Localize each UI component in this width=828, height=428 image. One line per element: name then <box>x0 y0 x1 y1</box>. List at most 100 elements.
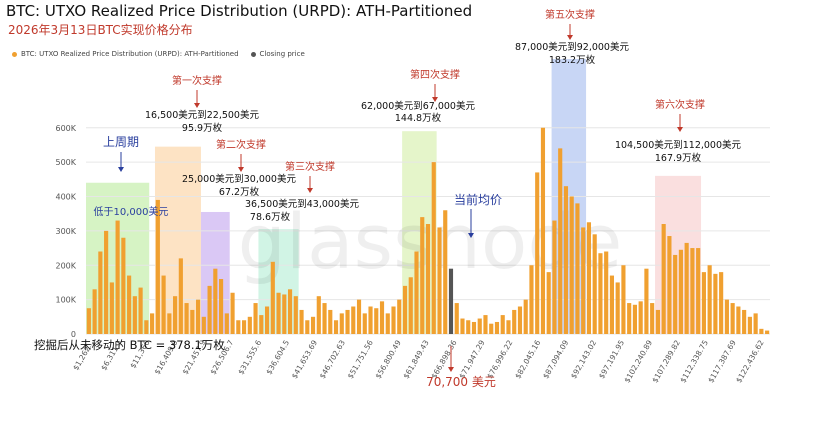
bar <box>121 237 126 334</box>
bar <box>592 234 597 334</box>
zone-2-arrow-head <box>238 167 244 172</box>
bar <box>500 315 505 334</box>
zone-6-title: 第六次支撑 <box>655 98 705 111</box>
x-tick-label: $87,094.09 <box>541 338 570 380</box>
bar <box>287 289 293 334</box>
bar <box>236 320 241 334</box>
bar <box>701 272 706 334</box>
zone-3-range: 36,500美元到43,000美元 <box>245 198 359 210</box>
bar <box>219 279 224 334</box>
zone-2-range: 25,000美元到30,000美元 <box>182 173 296 185</box>
current-avg-label: 当前均价 <box>454 192 502 207</box>
bar <box>529 265 534 334</box>
bar <box>270 261 275 334</box>
zone-5-range: 87,000美元到92,000美元 <box>515 41 629 53</box>
zone-4-amount: 144.8万枚 <box>395 112 442 124</box>
bar <box>581 227 586 334</box>
x-tick-label: $97,191.95 <box>597 338 626 380</box>
bar <box>264 306 270 334</box>
x-tick-label: $82,045.16 <box>513 338 542 380</box>
y-tick-label: 100K <box>55 296 76 305</box>
bar <box>558 148 563 334</box>
bar <box>173 296 178 334</box>
bar <box>241 320 247 334</box>
bar <box>362 313 367 334</box>
legend-closing-marker <box>250 51 256 57</box>
unmoved-btc-note: 挖掘后从未移动的 BTC = 378.1万枚 <box>34 338 225 352</box>
bar <box>724 299 729 334</box>
bar <box>759 328 764 334</box>
bar <box>696 248 701 334</box>
bar <box>747 316 752 334</box>
bar <box>604 251 609 334</box>
zone-4-arrow-head <box>432 97 438 102</box>
bar <box>437 227 442 334</box>
bar <box>753 313 758 334</box>
bar <box>127 275 132 334</box>
bar <box>351 306 356 334</box>
bar <box>517 306 523 334</box>
x-tick-label: $107,289.82 <box>650 338 682 384</box>
zone-1-arrow-head <box>194 103 200 108</box>
bar <box>230 292 235 334</box>
x-tick-label: $112,338.75 <box>678 338 710 384</box>
x-tick-label: $76,996.22 <box>485 338 514 380</box>
bar <box>494 321 500 334</box>
bar <box>483 315 488 334</box>
zone-5-amount: 183.2万枚 <box>549 54 596 66</box>
bar <box>742 309 747 334</box>
bar <box>374 308 379 334</box>
x-tick-label: $117,387.69 <box>706 338 738 384</box>
closing-price-bar <box>448 268 454 334</box>
bar <box>765 330 770 334</box>
x-tick-label: $31,555.6 <box>236 338 263 376</box>
zone-5-arrow-head <box>567 35 573 40</box>
y-tick-label: 400K <box>55 193 76 202</box>
x-tick-label: $61,849.43 <box>401 338 430 380</box>
legend-bar-marker <box>12 51 17 57</box>
bar <box>144 320 149 334</box>
bar <box>379 301 385 334</box>
bar <box>132 296 137 334</box>
bar <box>150 313 155 334</box>
bar <box>512 309 517 334</box>
bar <box>535 172 540 334</box>
x-tick-label: $92,143.02 <box>569 338 598 380</box>
bar <box>546 272 551 334</box>
bar <box>443 210 448 334</box>
bar <box>213 268 218 334</box>
bar <box>138 287 143 334</box>
bar <box>345 309 350 334</box>
bar <box>713 273 718 334</box>
zone-6-amount: 167.9万枚 <box>655 152 702 164</box>
zone-6-range: 104,500美元到112,000美元 <box>615 139 742 151</box>
y-tick-label: 200K <box>55 261 76 270</box>
bar <box>109 282 114 334</box>
bar <box>385 313 390 334</box>
bar <box>339 313 344 334</box>
x-tick-label: $66,898.36 <box>429 338 458 380</box>
bar <box>586 222 592 334</box>
bar <box>627 303 632 334</box>
bar <box>408 277 413 334</box>
zone-3-arrow-head <box>307 188 313 193</box>
bar <box>477 318 482 334</box>
y-tick-label: 500K <box>55 158 76 167</box>
x-tick-label: $36,604.5 <box>264 338 291 376</box>
bar <box>402 285 408 334</box>
bar <box>316 296 321 334</box>
zone-0-title: 上周期 <box>103 135 139 149</box>
zone-2-title: 第二次支撑 <box>216 138 266 151</box>
bar <box>489 323 494 334</box>
bar <box>276 292 281 334</box>
bar <box>328 309 333 334</box>
bar <box>92 289 97 334</box>
bar <box>207 285 212 334</box>
bar <box>454 303 459 334</box>
bar <box>425 224 431 334</box>
bar <box>644 268 649 334</box>
bar <box>667 236 672 334</box>
y-tick-label: 0 <box>71 330 76 339</box>
bar <box>621 265 626 334</box>
bar <box>638 301 643 334</box>
